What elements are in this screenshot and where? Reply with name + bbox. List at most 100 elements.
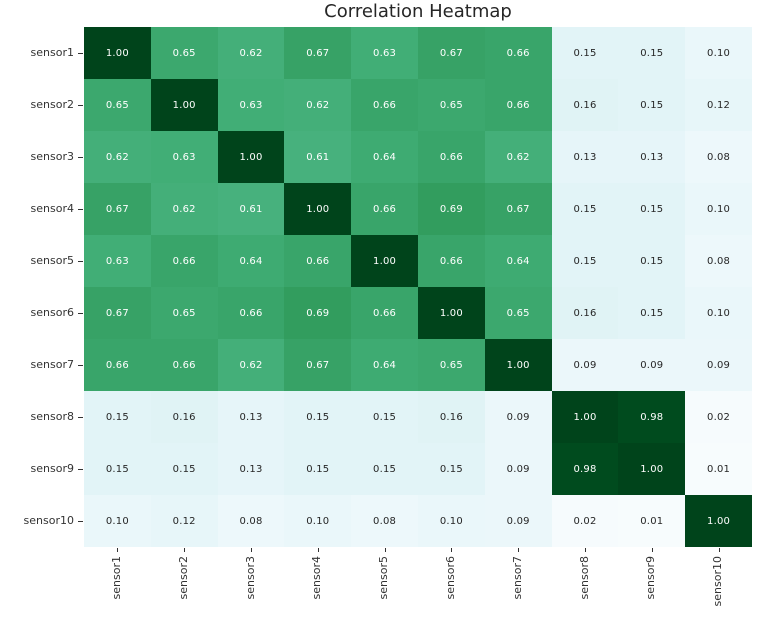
heatmap-cell: 0.15 [284,391,352,443]
heatmap-cell: 0.63 [150,131,218,183]
heatmap-cell: 0.67 [84,183,151,235]
x-tick-mark [317,548,319,552]
heatmap-cell: 0.16 [551,287,619,339]
y-tick-label: sensor6 [30,306,74,319]
heatmap-cell: 0.15 [84,443,151,495]
heatmap-cell: 1.00 [484,339,552,391]
heatmap-cell: 0.15 [284,443,352,495]
heatmap-cell: 0.13 [217,443,285,495]
heatmap-cell: 0.09 [618,339,686,391]
y-tick-label: sensor3 [30,150,74,163]
heatmap-cell: 0.15 [418,443,485,495]
heatmap-cell: 0.66 [418,235,485,287]
heatmap-cell: 0.62 [84,131,151,183]
heatmap-cell: 0.15 [551,183,619,235]
heatmap-cell: 0.64 [351,339,418,391]
heatmap-cell: 0.01 [685,443,752,495]
x-tick-mark [585,548,586,552]
heatmap-cell: 0.10 [685,27,752,79]
heatmap-cell: 0.66 [150,235,218,287]
heatmap-cell: 0.65 [84,79,151,131]
heatmap-cell: 1.00 [84,27,151,79]
chart-title: Correlation Heatmap [324,1,512,22]
heatmap-cell: 0.62 [217,27,285,79]
x-tick-label: sensor7 [510,556,524,600]
x-tick-label: sensor1 [109,556,123,600]
x-tick-mark [451,548,453,552]
x-tick-mark [184,548,186,552]
y-tick-label: sensor1 [30,46,74,59]
y-tick-mark [78,261,83,262]
x-tick-label: sensor8 [577,556,591,600]
heatmap-cell: 0.67 [284,339,352,391]
y-tick-mark [78,157,83,158]
heatmap-cell: 0.08 [217,495,285,547]
heatmap-cell: 0.65 [418,339,485,391]
y-tick-mark [78,209,83,210]
heatmap-cell: 0.15 [551,235,619,287]
heatmap-cell: 0.16 [150,391,218,443]
heatmap-cell: 1.00 [551,391,619,443]
heatmap-cell: 0.66 [351,183,418,235]
heatmap-cell: 0.13 [618,131,686,183]
heatmap-cell: 0.69 [284,287,352,339]
x-tick-label: sensor10 [711,556,725,607]
x-tick-label: sensor9 [644,556,658,600]
heatmap-cell: 0.62 [284,79,352,131]
y-tick-label: sensor2 [30,98,74,111]
heatmap-cell: 1.00 [150,79,218,131]
y-tick-mark [78,365,83,366]
heatmap-cell: 0.09 [551,339,619,391]
x-tick-mark [651,548,653,552]
y-tick-mark [78,469,83,470]
heatmap-cell: 1.00 [284,183,352,235]
heatmap-cell: 0.09 [484,495,552,547]
heatmap-cell: 0.15 [351,443,418,495]
heatmap-cell: 0.69 [418,183,485,235]
heatmap-cell: 1.00 [217,131,285,183]
heatmap-cell: 0.08 [685,235,752,287]
heatmap-cell: 0.67 [284,27,352,79]
heatmap-cell: 0.66 [217,287,285,339]
x-tick-mark [384,548,386,552]
heatmap-cell: 0.15 [618,27,686,79]
heatmap-cell: 0.13 [551,131,619,183]
y-tick-mark [78,417,83,418]
heatmap-cell: 0.63 [217,79,285,131]
heatmap-cell: 0.66 [418,131,485,183]
y-tick-label: sensor10 [23,514,74,527]
heatmap-cell: 0.02 [685,391,752,443]
heatmap-cell: 0.63 [84,235,151,287]
heatmap-cell: 0.65 [150,287,218,339]
heatmap-cell: 0.12 [150,495,218,547]
x-tick-mark [518,548,520,552]
y-tick-label: sensor5 [30,254,74,267]
heatmap-cell: 0.61 [284,131,352,183]
y-tick-mark [78,53,83,54]
x-tick-label: sensor5 [377,556,391,600]
heatmap-cell: 0.62 [217,339,285,391]
heatmap-cell: 1.00 [418,287,485,339]
heatmap-cell: 0.09 [484,443,552,495]
x-tick-label: sensor3 [243,556,257,600]
heatmap-cell: 0.66 [150,339,218,391]
heatmap-cell: 0.15 [351,391,418,443]
heatmap-cell: 1.00 [685,495,752,547]
heatmap-cell: 0.02 [551,495,619,547]
heatmap-cell: 0.62 [150,183,218,235]
heatmap-cell: 0.67 [418,27,485,79]
heatmap-cell: 0.64 [217,235,285,287]
x-tick-label: sensor2 [176,556,190,600]
x-tick-mark [718,548,720,552]
heatmap-cell: 0.10 [84,495,151,547]
heatmap-cell: 0.09 [484,391,552,443]
heatmap-cell: 0.10 [418,495,485,547]
heatmap-cell: 0.08 [685,131,752,183]
heatmap-cell: 0.67 [84,287,151,339]
heatmap-cell: 0.15 [150,443,218,495]
y-tick-label: sensor7 [30,358,74,371]
heatmap-cell: 0.65 [484,287,552,339]
heatmap-cell: 0.15 [84,391,151,443]
heatmap-cell: 0.10 [284,495,352,547]
